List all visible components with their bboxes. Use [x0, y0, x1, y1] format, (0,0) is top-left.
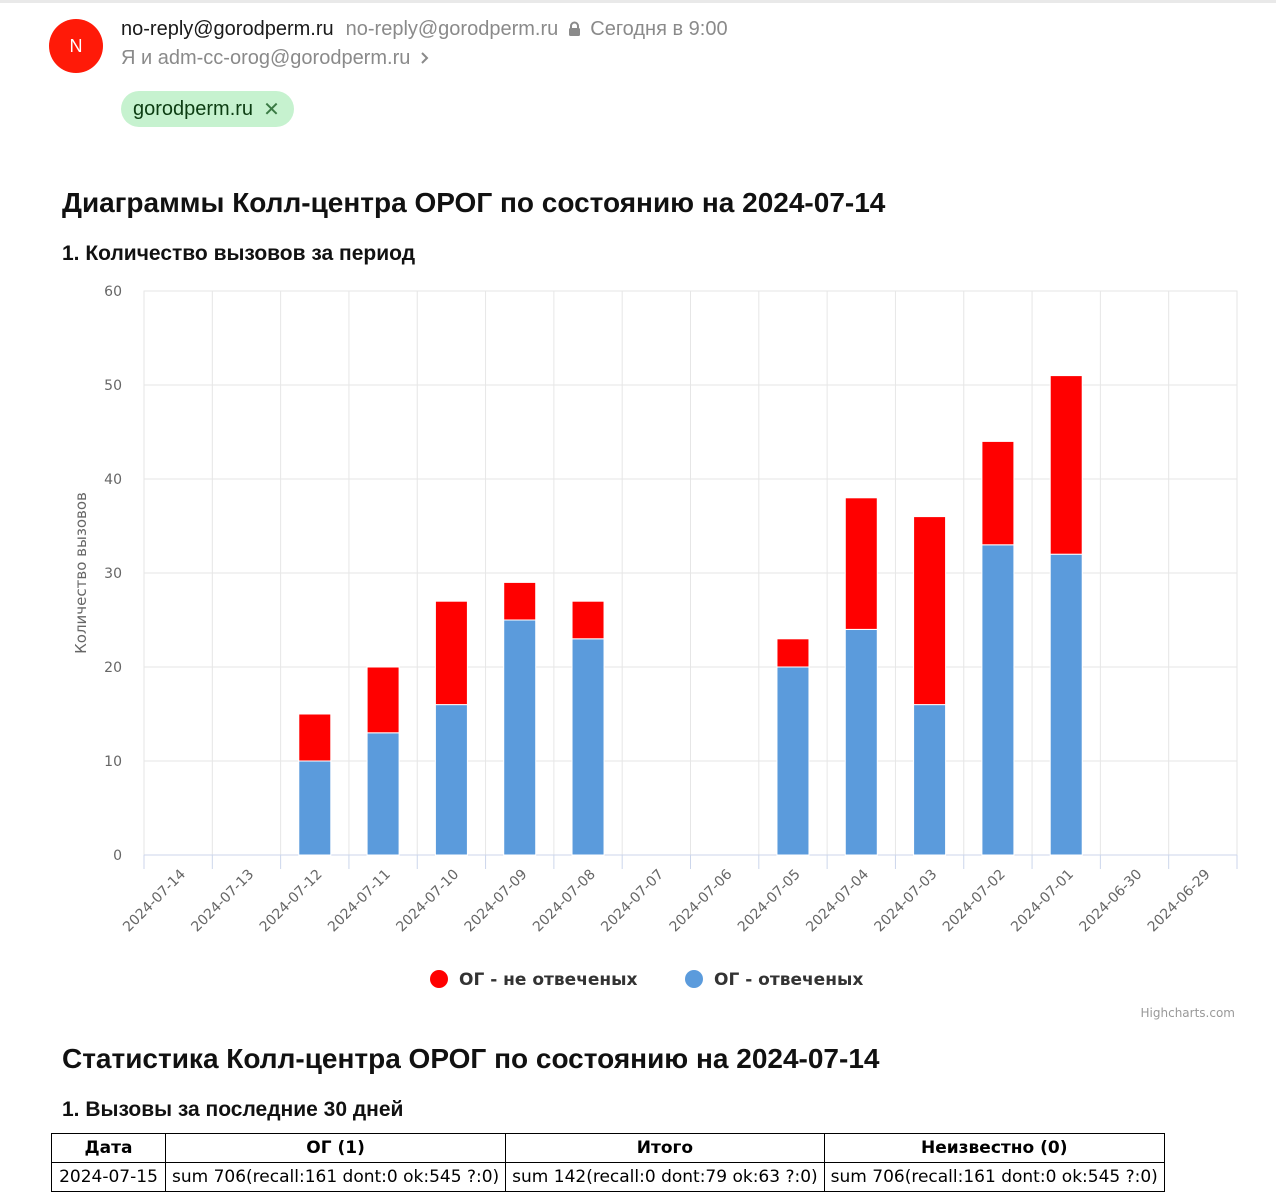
table-header-cell: Итого — [505, 1133, 825, 1163]
lock-icon — [568, 21, 581, 37]
table-header-cell: Неизвестно (0) — [823, 1133, 1165, 1163]
bar-unanswered — [298, 713, 332, 762]
x-tick-label: 2024-07-01 — [1008, 867, 1077, 936]
y-tick-label: 50 — [104, 378, 122, 394]
bar-answered — [981, 544, 1015, 856]
bar-answered — [434, 704, 468, 856]
bar-answered — [503, 619, 537, 856]
x-tick-label: 2024-07-04 — [803, 866, 872, 935]
x-tick-label: 2024-06-29 — [1145, 867, 1214, 936]
y-tick-label: 0 — [113, 848, 122, 864]
bar-unanswered — [571, 600, 605, 640]
bar-unanswered — [913, 516, 947, 706]
bar-unanswered — [981, 440, 1015, 546]
chevron-right-icon[interactable] — [420, 51, 429, 65]
y-tick-label: 10 — [104, 754, 122, 770]
y-tick-label: 60 — [104, 284, 122, 300]
x-tick-label: 2024-07-07 — [598, 867, 667, 936]
x-tick-label: 2024-07-08 — [530, 867, 599, 936]
legend-item-label: ОГ - не отвеченых — [459, 970, 638, 990]
sender-email[interactable]: no-reply@gorodperm.ru — [345, 17, 559, 40]
bar-answered — [913, 704, 947, 856]
sender-avatar[interactable]: N — [49, 19, 103, 73]
message-date: Сегодня в 9:00 — [590, 17, 728, 40]
x-tick-label: 2024-07-12 — [257, 867, 326, 936]
x-tick-label: 2024-07-03 — [872, 867, 941, 936]
x-tick-label: 2024-07-05 — [735, 867, 804, 936]
domain-tag[interactable]: gorodperm.ru ✕ — [121, 91, 294, 127]
y-tick-label: 20 — [104, 660, 122, 676]
x-tick-label: 2024-07-14 — [120, 866, 189, 935]
x-tick-label: 2024-07-02 — [940, 867, 1009, 936]
recipients[interactable]: Я и adm-cc-orog@gorodperm.ru — [121, 46, 411, 69]
table-header-cell: ОГ (1) — [164, 1133, 507, 1163]
bar-answered — [776, 666, 810, 856]
table-header-cell: Дата — [51, 1133, 166, 1163]
table-cell: 2024-07-15 — [51, 1162, 166, 1192]
diagrams-title: Диаграммы Колл-центра ОРОГ по состоянию … — [62, 187, 886, 218]
y-tick-label: 40 — [104, 472, 122, 488]
x-tick-label: 2024-07-06 — [667, 866, 736, 935]
bar-unanswered — [1049, 375, 1083, 555]
table-row: 2024-07-15 sum 706(recall:161 dont:0 ok:5… — [51, 1162, 1165, 1192]
legend-item-label: ОГ - отвеченых — [714, 970, 863, 990]
bar-unanswered — [844, 497, 878, 630]
bar-answered — [366, 732, 400, 856]
recipients-line[interactable]: Я и adm-cc-orog@gorodperm.ru — [121, 45, 429, 71]
bar-unanswered — [366, 666, 400, 734]
bar-answered — [571, 638, 605, 856]
table-cell: sum 706(recall:161 dont:0 ok:545 ?:0) — [164, 1162, 507, 1192]
table-cell: sum 706(recall:161 dont:0 ok:545 ?:0) — [823, 1162, 1165, 1192]
table-body: 2024-07-15 sum 706(recall:161 dont:0 ok:5… — [51, 1162, 1165, 1192]
x-tick-label: 2024-07-10 — [393, 867, 462, 936]
sender-line: no-reply@gorodperm.ru no-reply@gorodperm… — [121, 16, 728, 42]
x-tick-label: 2024-07-09 — [462, 867, 531, 936]
y-tick-label: 30 — [104, 566, 122, 582]
x-tick-label: 2024-07-11 — [325, 867, 394, 936]
calls-table: Дата ОГ (1) Итого Неизвестно (0) 2024-07-15… — [51, 1133, 1165, 1192]
domain-tag-label: gorodperm.ru — [133, 97, 254, 120]
bar-unanswered — [434, 600, 468, 706]
bar-answered — [1049, 553, 1083, 856]
legend-marker — [685, 970, 703, 988]
y-axis-title: Количество вызовов — [72, 492, 90, 654]
sender-name[interactable]: no-reply@gorodperm.ru — [121, 17, 334, 40]
close-icon[interactable]: ✕ — [263, 98, 280, 121]
x-tick-label: 2024-07-13 — [188, 867, 257, 936]
top-border — [0, 0, 1276, 3]
stats-title: Статистика Колл-центра ОРОГ по состоянию… — [62, 1043, 880, 1074]
bar-unanswered — [503, 581, 537, 621]
legend-marker — [430, 970, 448, 988]
bar-answered — [844, 628, 878, 856]
table-header-row: Дата ОГ (1) Итого Неизвестно (0) — [51, 1133, 1165, 1163]
chart-section-title: 1. Количество вызовов за период — [62, 242, 416, 265]
chart-credits: Highcharts.com — [1141, 1006, 1235, 1020]
bar-unanswered — [776, 638, 810, 668]
table-section-title: 1. Вызовы за последние 30 дней — [62, 1098, 404, 1121]
table-cell: sum 142(recall:0 dont:79 ok:63 ?:0) — [505, 1162, 825, 1192]
bar-answered — [298, 760, 332, 856]
x-tick-label: 2024-06-30 — [1077, 867, 1146, 936]
